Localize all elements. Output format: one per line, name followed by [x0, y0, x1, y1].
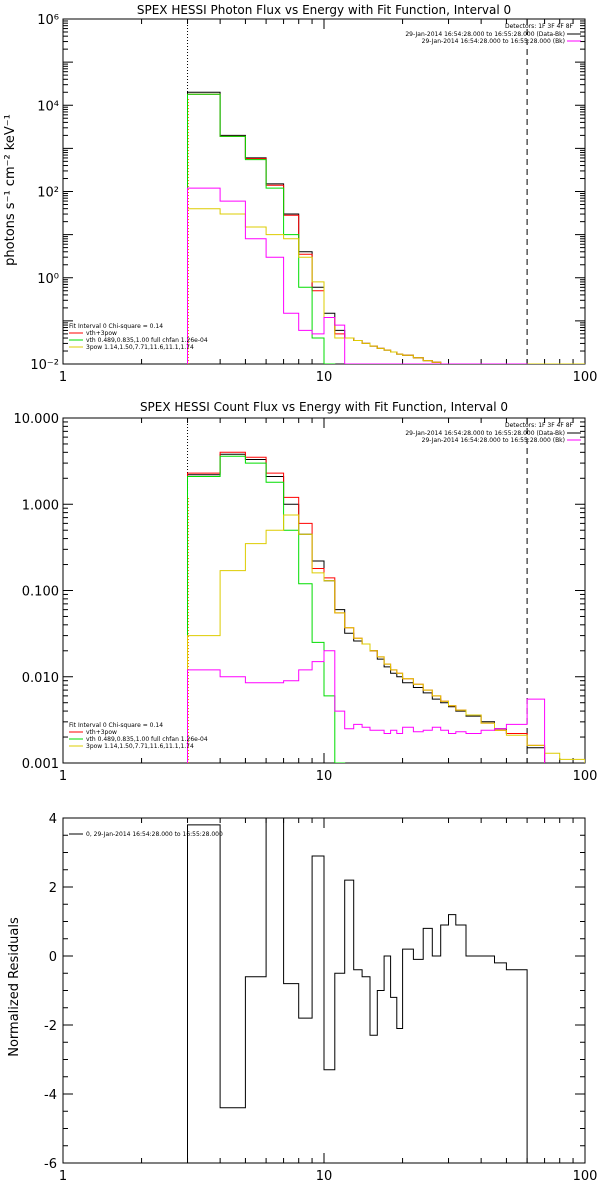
x-tick-label: 10 [316, 769, 333, 784]
series-data-histogram [187, 91, 546, 364]
count-flux-title: SPEX HESSI Count Flux vs Energy with Fit… [140, 400, 508, 414]
y-tick-label: -2 [44, 1019, 57, 1034]
series-data-histogram [187, 453, 546, 763]
legend-detectors-header: Detectors: 1F 3F 4F 8F [505, 422, 574, 429]
series-total-histogram [187, 451, 546, 763]
y-tick-label: 2 [49, 881, 57, 896]
legend-time-entry: 29-Jan-2014 16:54:28.000 to 16:55:28.000… [405, 31, 565, 38]
x-tick-label: 100 [573, 370, 598, 385]
y-tick-label: 10⁴ [37, 99, 59, 114]
series-background_model-histogram [187, 187, 528, 364]
series-layer [187, 451, 585, 763]
y-tick-label: 0.100 [22, 585, 59, 600]
y-tick-label: 10² [37, 186, 59, 201]
y-tick-label: 10⁶ [37, 13, 59, 28]
count-flux-panel: SPEX HESSI Count Flux vs Energy with Fit… [14, 400, 598, 784]
series-layer [187, 818, 528, 1163]
y-tick-label: 4 [49, 812, 57, 827]
legend-fit-entry: 3pow 1.14,1.50,7.71,11.6,11.1,1.74 [86, 344, 194, 351]
count-flux-plot-area: 1 10 100 0.001 0.010 0.100 1.000 10.000 Detector… [14, 412, 598, 784]
x-tick-label: 10 [316, 1169, 333, 1184]
y-tick-label: 10.000 [14, 412, 60, 427]
series-thermal-histogram [187, 455, 346, 763]
series-thermal-histogram [187, 93, 336, 364]
legend-fit-entry: vth+3pow [86, 729, 117, 736]
y-tick-label: 1.000 [22, 498, 59, 513]
x-tick-label: 1 [59, 1169, 67, 1184]
series-layer [187, 91, 585, 364]
residuals-plot-area: 1 10 100 -6 -4 -2 0 2 4 0, 29-Jan-2014 16:54:28.0… [44, 812, 597, 1184]
x-tick-label: 100 [573, 1169, 598, 1184]
legend-time-entry: 29-Jan-2014 16:54:28.000 to 16:55:28.000… [405, 430, 565, 437]
series-powerlaw-histogram [187, 514, 585, 763]
legend-fit-entry: 3pow 1.14,1.50,7.71,11.6,11.1,1.74 [86, 743, 194, 750]
legend-fit-entry: vth 0.489,0.835,1.00 full chfan 1.26e-04 [86, 736, 208, 743]
series-data-histogram [187, 818, 528, 1163]
legend-detectors-header: Detectors: 1F 3F 4F 8F [505, 23, 574, 30]
legend-fit-header: Fit Interval 0 Chi-square = 0.14 [69, 722, 163, 729]
residuals-y-label: Normalized Residuals [7, 917, 22, 1057]
x-tick-label: 100 [573, 769, 598, 784]
x-tick-label: 10 [316, 370, 333, 385]
legend-residual-entry: 0, 29-Jan-2014 16:54:28.000 to 16:55:28.… [86, 831, 223, 838]
legend-fit-entry: vth+3pow [86, 330, 117, 337]
legend-time-entry: 29-Jan-2014 16:54:28.000 to 16:55:28.000… [422, 38, 565, 45]
residuals-panel: Normalized Residuals 1 10 100 -6 -4 -2 0 2 4 0, 2… [7, 812, 597, 1184]
x-tick-label: 1 [59, 370, 67, 385]
photon-flux-panel: SPEX HESSI Photon Flux vs Energy with Fi… [3, 3, 597, 385]
plot-frame [62, 417, 586, 764]
legend-time-entry: 29-Jan-2014 16:54:28.000 to 16:55:28.000… [422, 437, 565, 444]
y-tick-label: 0.001 [22, 757, 59, 772]
y-tick-label: 10⁻² [30, 358, 59, 373]
y-tick-label: 0.010 [22, 671, 59, 686]
y-tick-label: -6 [44, 1157, 57, 1172]
x-tick-label: 1 [59, 769, 67, 784]
photon-flux-plot-area: 1 10 100 10⁻² 10⁰ 10² 10⁴ 10⁶ Detectors: 1F 3F 4… [30, 13, 597, 385]
legend-fit-header: Fit Interval 0 Chi-square = 0.14 [69, 323, 163, 330]
y-tick-label: 10⁰ [37, 272, 59, 287]
series-background_model-histogram [187, 650, 546, 763]
series-powerlaw-histogram [187, 208, 585, 364]
photon-flux-title: SPEX HESSI Photon Flux vs Energy with Fi… [137, 3, 511, 17]
photon-flux-y-label: photons s⁻¹ cm⁻² keV⁻¹ [3, 114, 18, 266]
y-tick-label: -4 [44, 1088, 57, 1103]
legend-fit-entry: vth 0.489,0.835,1.00 full chfan 1.26e-04 [86, 337, 208, 344]
y-tick-label: 0 [49, 950, 57, 965]
